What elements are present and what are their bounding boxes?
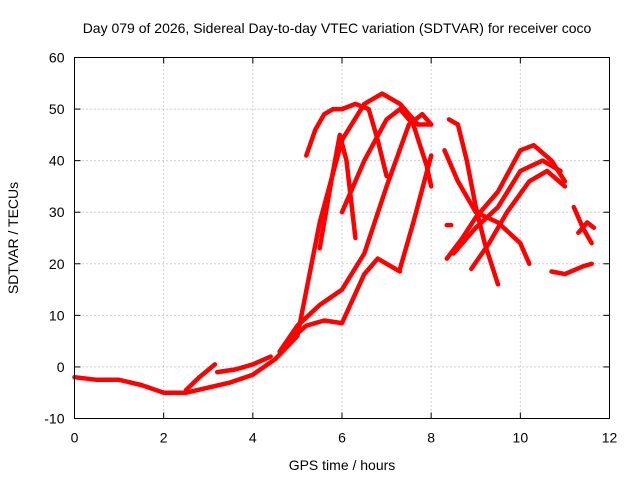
series-rise-7.5 xyxy=(397,153,434,272)
series-base-offset xyxy=(214,354,273,375)
x-tick-label: 6 xyxy=(338,430,346,446)
x-tick-label: 2 xyxy=(160,430,168,446)
y-tick-label: 20 xyxy=(49,256,65,272)
x-tick-label: 4 xyxy=(249,430,257,446)
series-tail-11.5b xyxy=(576,220,597,236)
series-arc-9-rise xyxy=(451,158,563,256)
y-tick-label: 10 xyxy=(49,307,65,323)
y-tick-label: 50 xyxy=(49,101,65,117)
y-tick-label: 0 xyxy=(57,359,65,375)
y-tick-label: 40 xyxy=(49,153,65,169)
y-tick-label: 30 xyxy=(49,204,65,220)
data-series xyxy=(72,91,597,395)
y-tick-label: -10 xyxy=(44,411,64,427)
x-tick-label: 8 xyxy=(427,430,435,446)
series-arc-low-7.0 xyxy=(286,256,403,344)
grid xyxy=(74,57,610,419)
y-axis-label: SDTVAR / TECUs xyxy=(5,182,21,294)
x-tick-label: 0 xyxy=(71,430,79,446)
x-tick-label: 10 xyxy=(513,430,529,446)
series-arc-peak-6.5 xyxy=(304,101,389,179)
series-arc-peak-6.9 xyxy=(272,91,434,362)
series-arc-peak-7.5 xyxy=(277,111,434,354)
series-arc-8.4-rise xyxy=(444,142,568,261)
y-tick-label: 60 xyxy=(49,50,65,66)
series-base-branch xyxy=(183,362,218,393)
chart-title: Day 079 of 2026, Sidereal Day-to-day VTE… xyxy=(83,20,592,36)
series-base-main xyxy=(72,356,278,395)
series-dip-10.8 xyxy=(549,261,594,277)
ticks: 0 2 4 6 8 10 12 -10 0 10 20 30 40 50 60 xyxy=(44,50,617,446)
series-arc-9.5-rise xyxy=(469,168,568,272)
series-spike-6.0 xyxy=(317,132,358,251)
x-axis-label: GPS time / hours xyxy=(289,457,396,473)
x-tick-label: 12 xyxy=(602,430,618,446)
